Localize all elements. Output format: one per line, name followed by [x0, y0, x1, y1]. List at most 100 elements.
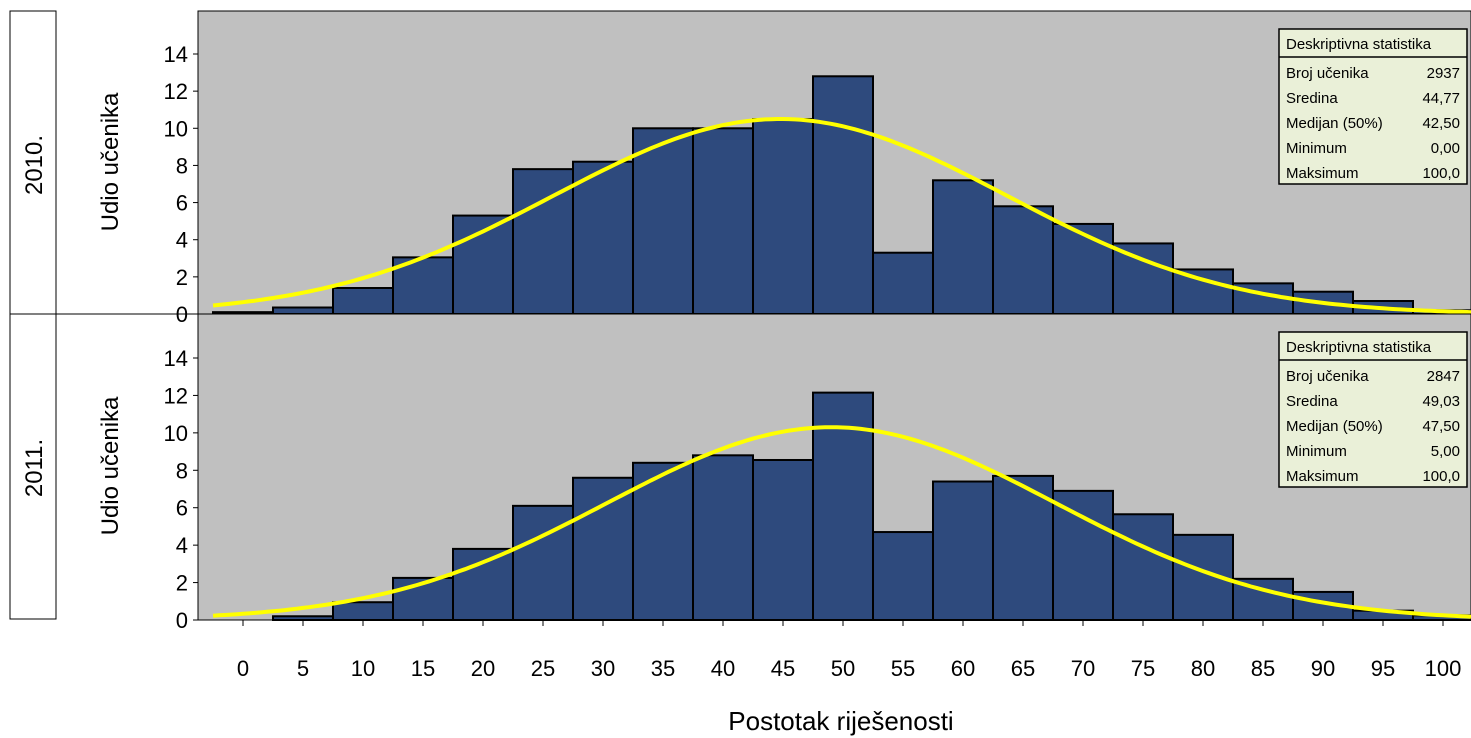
- histogram-bar: [812, 75, 874, 315]
- x-axis-label: Postotak riješenosti: [728, 706, 953, 736]
- stats-row-value: 49,03: [1422, 393, 1460, 410]
- y-tick-label: 6: [176, 191, 188, 216]
- y-tick-label: 10: [164, 421, 188, 446]
- strip-label-2010: 2010.: [21, 135, 48, 195]
- stats-row-label: Medijan (50%): [1286, 418, 1383, 435]
- histogram-bar: [452, 547, 514, 622]
- stats-row-value: 2937: [1427, 65, 1460, 82]
- stats-title: Deskriptivna statistika: [1286, 339, 1432, 356]
- histogram-bar: [1052, 222, 1114, 315]
- x-tick-label: 50: [831, 656, 855, 681]
- x-tick-label: 70: [1071, 656, 1095, 681]
- x-tick-label: 60: [951, 656, 975, 681]
- stats-box-frame: [1278, 28, 1468, 185]
- stats-row-value: 42,50: [1422, 115, 1460, 132]
- panel-2010: 0 2 4 6 8 10 12 14: [164, 10, 1471, 327]
- y-tick-label: 4: [176, 228, 188, 253]
- x-tick-label: 100: [1425, 656, 1462, 681]
- x-tick-label: 45: [771, 656, 795, 681]
- stats-row-label: Maksimum: [1286, 165, 1359, 182]
- y-tick-label: 0: [176, 608, 188, 633]
- x-tick-label: 85: [1251, 656, 1275, 681]
- y-tick-label: 14: [164, 42, 188, 67]
- stats-row-label: Medijan (50%): [1286, 115, 1383, 132]
- stats-row-value: 0,00: [1431, 140, 1460, 157]
- y-tick-label: 2: [176, 265, 188, 290]
- histogram-bar: [872, 531, 934, 621]
- histogram-bar: [272, 615, 334, 621]
- y-tick-label: 8: [176, 458, 188, 483]
- stats-row-value: 2847: [1427, 368, 1460, 385]
- stats-row-label: Maksimum: [1286, 468, 1359, 485]
- histogram-bar: [1172, 268, 1234, 315]
- y-tick-label: 2: [176, 571, 188, 596]
- x-tick-label: 15: [411, 656, 435, 681]
- histogram-bar: [1172, 533, 1234, 621]
- histogram-bar: [692, 454, 754, 622]
- stats-row-label: Minimum: [1286, 140, 1347, 157]
- y-tick-label: 6: [176, 496, 188, 521]
- normal-curve: [212, 425, 1471, 619]
- stats-row-value: 100,0: [1422, 468, 1460, 485]
- histogram-bar: [572, 160, 634, 315]
- y-tick-label: 0: [176, 302, 188, 327]
- x-tick-label: 30: [591, 656, 615, 681]
- histogram-bar: [1112, 242, 1174, 315]
- histogram-bar: [1112, 513, 1174, 621]
- stats-box-2011: Deskriptivna statistika Broj učenika 2847 S…: [1278, 331, 1468, 488]
- y-tick-label: 8: [176, 153, 188, 178]
- histogram-bar: [572, 476, 634, 621]
- y-axis-label-bottom: Udio učenika: [97, 396, 124, 535]
- histogram-bar: [752, 458, 814, 621]
- x-axis-ticks: 0 5 10 15 20 25 30 35 40 45 50 55 60 65 70 75 80 85 90 95 10…: [237, 620, 1461, 681]
- stats-row-value: 44,77: [1422, 90, 1460, 107]
- x-tick-label: 80: [1191, 656, 1215, 681]
- histogram-bar: [1052, 489, 1114, 621]
- y-tick-label: 12: [164, 79, 188, 104]
- x-tick-label: 65: [1011, 656, 1035, 681]
- histogram-bar: [332, 601, 394, 622]
- histogram-bar: [992, 205, 1054, 316]
- x-tick-label: 5: [297, 656, 309, 681]
- stats-row-label: Broj učenika: [1286, 65, 1369, 82]
- stats-row-value: 5,00: [1431, 443, 1460, 460]
- x-tick-label: 10: [351, 656, 375, 681]
- y-tick-label: 10: [164, 116, 188, 141]
- histogram-bar: [752, 118, 814, 315]
- y-tick-label: 14: [164, 346, 188, 371]
- stats-row-value: 47,50: [1422, 418, 1460, 435]
- strip-panel: 2010. 2011.: [9, 10, 198, 620]
- x-tick-label: 75: [1131, 656, 1155, 681]
- y-axis-label-top: Udio učenika: [97, 92, 124, 231]
- histogram-bar: [272, 306, 334, 315]
- histogram-bar: [932, 179, 994, 315]
- stats-title: Deskriptivna statistika: [1286, 36, 1432, 53]
- panel-2011: 0 2 4 6 8 10 12 14: [164, 313, 1471, 633]
- x-tick-label: 35: [651, 656, 675, 681]
- stats-row-label: Broj učenika: [1286, 368, 1369, 385]
- x-tick-label: 90: [1311, 656, 1335, 681]
- x-tick-label: 40: [711, 656, 735, 681]
- normal-curve: [212, 117, 1471, 315]
- histogram-bar: [932, 480, 994, 621]
- stats-row-label: Sredina: [1286, 90, 1338, 107]
- stats-row-label: Minimum: [1286, 443, 1347, 460]
- x-tick-label: 20: [471, 656, 495, 681]
- histogram-bar: [692, 127, 754, 315]
- histogram-bar: [632, 461, 694, 621]
- stats-row-value: 100,0: [1422, 165, 1460, 182]
- y-tick-label: 12: [164, 383, 188, 408]
- x-tick-label: 95: [1371, 656, 1395, 681]
- x-tick-label: 0: [237, 656, 249, 681]
- x-tick-label: 55: [891, 656, 915, 681]
- strip-label-2011: 2011.: [21, 439, 48, 497]
- x-tick-label: 25: [531, 656, 555, 681]
- histogram-bar: [632, 127, 694, 315]
- histogram-bar: [872, 251, 934, 315]
- stats-row-label: Sredina: [1286, 393, 1338, 410]
- histogram-bar: [332, 287, 394, 315]
- stats-box-2010: Deskriptivna statistika Broj učenika 2937 S…: [1278, 28, 1468, 185]
- stats-box-frame: [1278, 331, 1468, 488]
- y-tick-label: 4: [176, 533, 188, 558]
